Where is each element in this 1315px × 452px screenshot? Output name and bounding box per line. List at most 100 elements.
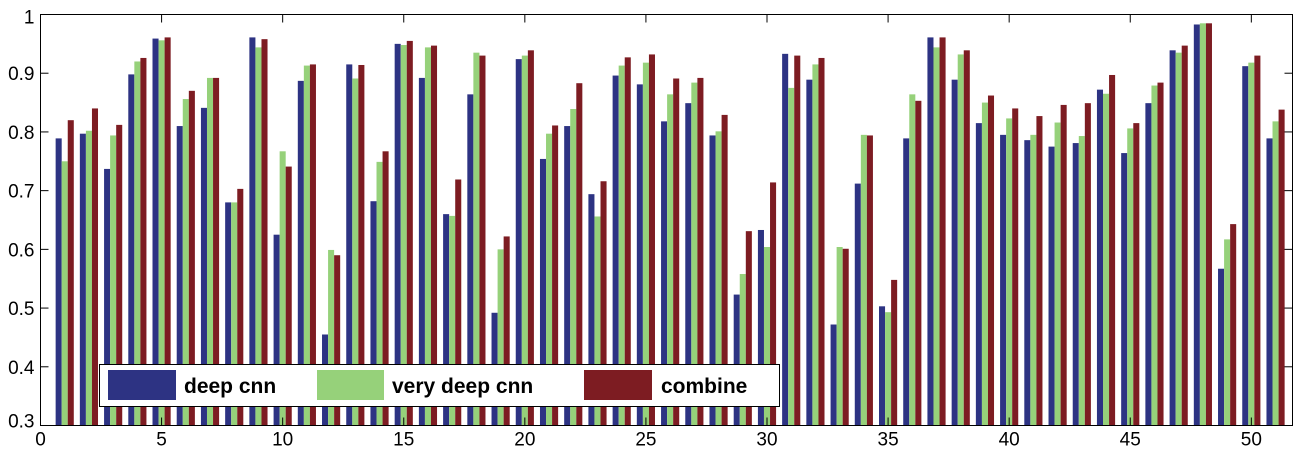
bar-deep-cnn-24 bbox=[612, 75, 619, 426]
y-tick-label-0.6: 0.6 bbox=[8, 240, 34, 261]
bar-deep-cnn-34 bbox=[854, 183, 861, 426]
bar-combine-18 bbox=[479, 55, 486, 426]
bar-very-deep-cnn-38 bbox=[957, 54, 964, 426]
bar-combine-2 bbox=[91, 108, 99, 426]
bar-very-deep-cnn-6 bbox=[182, 99, 189, 426]
bars-layer bbox=[55, 23, 1285, 426]
bar-very-deep-cnn-37 bbox=[933, 47, 940, 426]
bar-combine-7 bbox=[213, 77, 220, 426]
legend-label-very-deep-cnn: very deep cnn bbox=[392, 375, 533, 398]
bar-combine-25 bbox=[648, 54, 655, 426]
bar-very-deep-cnn-2 bbox=[85, 130, 92, 426]
bar-deep-cnn-8 bbox=[225, 202, 232, 426]
bar-very-deep-cnn-46 bbox=[1151, 85, 1158, 426]
bar-very-deep-cnn-42 bbox=[1054, 122, 1061, 426]
bar-combine-3 bbox=[116, 124, 123, 426]
legend-swatch-deep-cnn bbox=[108, 370, 176, 400]
x-tick-label-10: 10 bbox=[272, 430, 293, 451]
bar-deep-cnn-49 bbox=[1218, 268, 1225, 426]
bar-combine-29 bbox=[745, 231, 752, 426]
y-tick-label-1: 1 bbox=[24, 8, 35, 29]
bar-very-deep-cnn-12 bbox=[328, 249, 335, 426]
bar-combine-30 bbox=[770, 182, 777, 426]
legend-label-combine: combine bbox=[661, 375, 747, 398]
bar-deep-cnn-28 bbox=[709, 135, 716, 426]
bar-deep-cnn-45 bbox=[1121, 153, 1128, 426]
y-tick-label-0.8: 0.8 bbox=[8, 123, 34, 144]
bar-deep-cnn-29 bbox=[733, 294, 740, 426]
x-tick-label-35: 35 bbox=[878, 430, 899, 451]
bar-deep-cnn-35 bbox=[879, 306, 886, 426]
bar-very-deep-cnn-16 bbox=[424, 47, 431, 426]
bar-very-deep-cnn-22 bbox=[570, 109, 577, 426]
bar-combine-27 bbox=[697, 77, 704, 426]
bar-very-deep-cnn-29 bbox=[739, 274, 746, 426]
bar-combine-38 bbox=[963, 50, 970, 426]
bar-deep-cnn-22 bbox=[564, 126, 571, 426]
bar-deep-cnn-1 bbox=[55, 138, 62, 426]
bar-deep-cnn-48 bbox=[1193, 24, 1200, 426]
bar-combine-35 bbox=[891, 279, 898, 426]
bar-combine-9 bbox=[261, 39, 268, 426]
bar-very-deep-cnn-19 bbox=[497, 249, 504, 426]
bar-deep-cnn-2 bbox=[79, 133, 86, 426]
bar-combine-23 bbox=[600, 181, 607, 426]
bar-deep-cnn-40 bbox=[1000, 134, 1007, 426]
bar-very-deep-cnn-47 bbox=[1175, 52, 1182, 426]
bar-deep-cnn-31 bbox=[782, 53, 789, 426]
bar-combine-26 bbox=[673, 78, 680, 426]
bar-combine-50 bbox=[1254, 55, 1261, 426]
bar-combine-10 bbox=[285, 166, 292, 426]
bar-combine-11 bbox=[309, 64, 316, 426]
y-tick-label-0.3: 0.3 bbox=[8, 412, 34, 433]
legend-swatch-very-deep-cnn bbox=[317, 370, 384, 400]
bar-deep-cnn-10 bbox=[273, 234, 280, 426]
legend-label-deep-cnn: deep cnn bbox=[184, 375, 276, 398]
bar-very-deep-cnn-21 bbox=[546, 133, 553, 426]
bar-combine-45 bbox=[1133, 123, 1140, 426]
bar-combine-51 bbox=[1278, 109, 1285, 426]
bar-very-deep-cnn-30 bbox=[763, 247, 771, 426]
bar-combine-16 bbox=[430, 45, 438, 426]
bar-combine-40 bbox=[1012, 108, 1019, 426]
legend: deep cnn very deep cnn combine bbox=[99, 364, 780, 407]
bar-deep-cnn-26 bbox=[661, 121, 668, 426]
bar-combine-43 bbox=[1084, 103, 1091, 426]
bar-very-deep-cnn-4 bbox=[134, 61, 141, 426]
bar-deep-cnn-5 bbox=[152, 38, 159, 426]
bar-combine-36 bbox=[915, 100, 922, 426]
bar-deep-cnn-39 bbox=[975, 123, 982, 426]
bar-combine-21 bbox=[552, 125, 559, 426]
bar-deep-cnn-25 bbox=[636, 84, 643, 426]
bar-very-deep-cnn-41 bbox=[1030, 134, 1037, 426]
bar-very-deep-cnn-8 bbox=[231, 202, 238, 426]
bar-combine-6 bbox=[188, 90, 195, 426]
x-tick-label-25: 25 bbox=[635, 430, 656, 451]
bar-combine-1 bbox=[67, 120, 74, 426]
bar-deep-cnn-44 bbox=[1096, 89, 1103, 426]
bar-combine-39 bbox=[987, 95, 995, 426]
bar-deep-cnn-46 bbox=[1145, 103, 1152, 426]
bar-deep-cnn-9 bbox=[249, 37, 256, 426]
bar-very-deep-cnn-3 bbox=[110, 135, 117, 426]
bar-deep-cnn-33 bbox=[830, 324, 837, 426]
bar-deep-cnn-4 bbox=[128, 74, 135, 426]
bar-very-deep-cnn-34 bbox=[860, 134, 867, 426]
x-tick-label-20: 20 bbox=[514, 430, 535, 451]
bar-deep-cnn-50 bbox=[1242, 66, 1249, 426]
bar-very-deep-cnn-1 bbox=[61, 161, 68, 426]
y-tick-label-0.4: 0.4 bbox=[8, 358, 35, 379]
bar-combine-24 bbox=[624, 57, 631, 426]
bar-combine-22 bbox=[576, 83, 583, 426]
bar-deep-cnn-37 bbox=[927, 37, 934, 426]
bar-deep-cnn-6 bbox=[176, 126, 183, 426]
bar-combine-44 bbox=[1109, 74, 1116, 426]
y-tick-label-0.7: 0.7 bbox=[8, 182, 34, 203]
bar-very-deep-cnn-40 bbox=[1006, 118, 1013, 426]
bar-combine-4 bbox=[140, 57, 147, 426]
bar-very-deep-cnn-48 bbox=[1199, 23, 1206, 426]
bar-deep-cnn-51 bbox=[1266, 138, 1273, 426]
bar-very-deep-cnn-50 bbox=[1248, 62, 1255, 426]
bar-very-deep-cnn-11 bbox=[303, 65, 310, 426]
bar-combine-31 bbox=[794, 55, 801, 426]
